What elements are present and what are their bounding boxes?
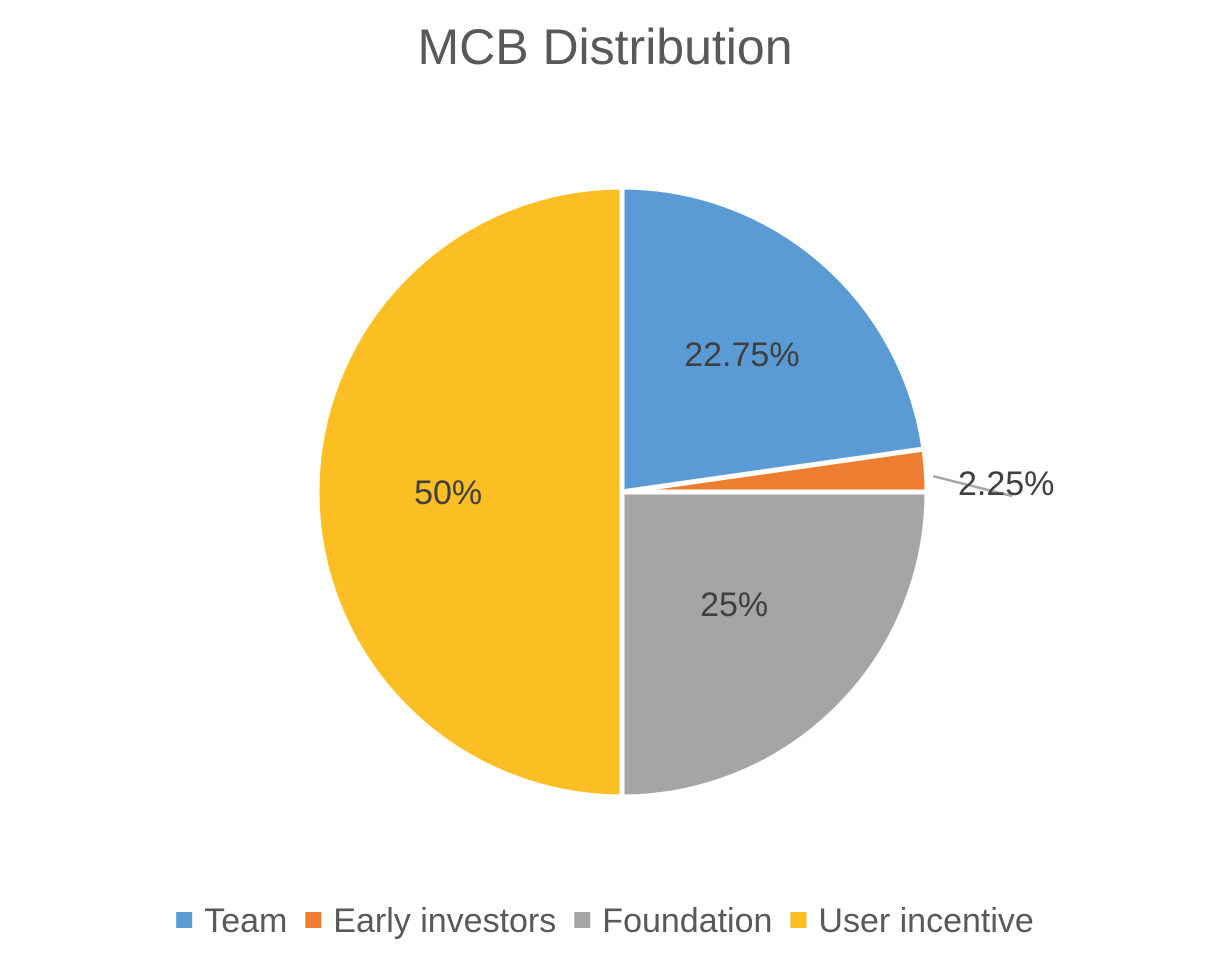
slice-user-incentive <box>314 184 625 800</box>
legend-label-user-incentive: User incentive <box>818 902 1033 940</box>
legend-marker-foundation <box>574 912 591 928</box>
legend-label-foundation: Foundation <box>602 902 772 940</box>
legend-marker-early-investors <box>305 912 322 928</box>
slice-foundation <box>619 489 930 800</box>
leader-line-early-investors <box>932 474 1013 498</box>
legend-label-team: Team <box>204 902 287 940</box>
data-label-user-incentive: 50% <box>414 474 482 512</box>
legend-marker-user-incentive <box>790 912 807 928</box>
data-label-foundation: 25% <box>700 586 768 624</box>
legend: Team Early investors Foundation User incent… <box>176 902 1034 940</box>
data-label-team: 22.75% <box>684 336 799 374</box>
chart-title: MCB Distribution <box>417 19 793 75</box>
legend-label-early-investors: Early investors <box>333 902 556 940</box>
legend-marker-team <box>176 912 193 928</box>
data-label-early-investors: 2.25% <box>958 465 1054 503</box>
slice-team <box>619 184 927 495</box>
slices-layer <box>314 184 930 800</box>
labels-layer: 22.75% 2.25% 25% 50% <box>414 336 1054 624</box>
